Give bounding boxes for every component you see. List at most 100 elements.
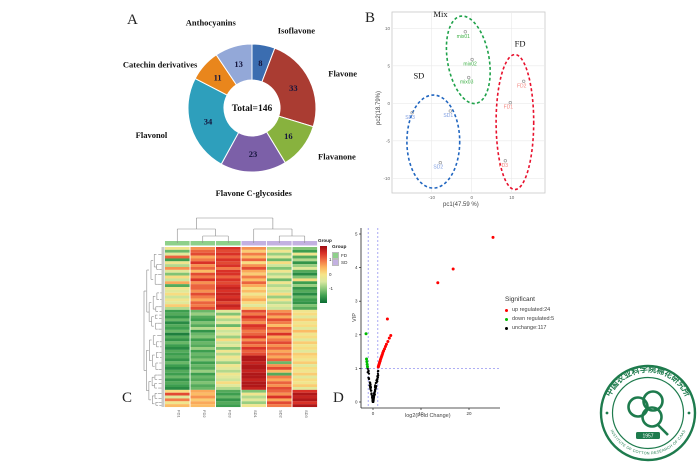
heatmap-cell <box>267 401 292 405</box>
heatmap-cell <box>216 344 241 348</box>
heatmap-cell <box>165 267 190 270</box>
pca-point-label: SD2 <box>433 165 443 171</box>
down-regulated-dot <box>505 317 508 321</box>
heatmap-cell <box>267 267 292 270</box>
volcano-point-down <box>365 360 369 364</box>
heatmap-cell <box>292 364 318 368</box>
pca-point-label: mix02 <box>463 62 477 68</box>
heatmap-cell <box>267 247 292 250</box>
heatmap-cell <box>292 298 318 302</box>
heatmap-cell <box>165 329 190 333</box>
heatmap-cell <box>190 387 216 390</box>
heatmap-cell <box>216 378 241 382</box>
heatmap-cell <box>216 358 241 362</box>
heatmap-cell <box>267 312 292 316</box>
heatmap-cell <box>292 309 318 313</box>
heatmap-cell <box>165 304 190 308</box>
heatmap-cell <box>165 369 190 373</box>
pca-point-label: FD2 <box>517 83 527 89</box>
heatmap-cell <box>267 318 292 322</box>
volcano-point-up <box>376 365 380 369</box>
heatmap-cell <box>267 384 292 388</box>
heatmap-cell <box>292 367 318 370</box>
heatmap-cell <box>267 338 292 342</box>
heatmap-cell <box>292 378 318 382</box>
heatmap-cell <box>267 358 292 362</box>
heatmap-cell <box>241 258 267 262</box>
heatmap-cell <box>267 275 292 279</box>
pca-point <box>522 79 526 83</box>
heatmap-cell <box>190 278 216 282</box>
heatmap-cell <box>190 327 216 330</box>
heatmap-cell <box>267 375 292 379</box>
heatmap-cell <box>267 321 292 325</box>
heatmap-cell <box>267 349 292 353</box>
heatmap-cell <box>292 292 318 296</box>
heatmap-cell <box>216 398 241 402</box>
heatmap-cell <box>190 312 216 316</box>
heatmap-cell <box>216 264 241 268</box>
heatmap-cell <box>190 395 216 399</box>
heatmap-cell <box>241 355 267 359</box>
pca-point-label: mix01 <box>457 34 471 40</box>
volcano-point-unchange <box>369 386 372 390</box>
heatmap-cell <box>292 347 318 350</box>
heatmap-cell <box>241 261 267 265</box>
heatmap-cell <box>292 247 318 250</box>
heatmap-cell <box>292 341 318 345</box>
x-tick-label: 10 <box>418 411 424 416</box>
heatmap-cell <box>241 341 267 345</box>
heatmap-cell <box>216 321 241 325</box>
heatmap-cell <box>292 335 318 339</box>
heatmap-cell <box>216 352 241 356</box>
heatmap-annotation-title: Group <box>318 238 332 243</box>
heatmap-cell <box>267 327 292 330</box>
heatmap-cell <box>165 341 190 345</box>
heatmap-column-label: FD2 <box>202 410 207 418</box>
heatmap-cell <box>292 275 318 279</box>
heatmap-cell <box>216 324 241 328</box>
heatmap-scale-tick-1: 1 <box>329 257 332 262</box>
heatmap-cell <box>216 255 241 259</box>
heatmap-cell <box>165 298 190 302</box>
sd-legend-label: SD <box>341 260 348 265</box>
heatmap-cell <box>292 267 318 270</box>
heatmap-cell <box>241 249 267 253</box>
heatmap-cell <box>216 252 241 256</box>
heatmap-cell <box>216 258 241 262</box>
y-tick-label: -5 <box>386 138 390 143</box>
heatmap-cell <box>267 378 292 382</box>
heatmap-cell <box>190 324 216 328</box>
donut-slice <box>261 47 317 128</box>
heatmap-cell <box>165 384 190 388</box>
heatmap-cell <box>267 281 292 285</box>
donut-value-label: 34 <box>204 116 213 126</box>
up-regulated-dot <box>505 308 508 312</box>
heatmap-cell <box>190 321 216 325</box>
heatmap-cell <box>165 364 190 368</box>
heatmap-cell <box>267 361 292 365</box>
heatmap-cell <box>165 378 190 382</box>
heatmap-cell <box>216 272 241 276</box>
x-tick-label: 0 <box>470 195 473 200</box>
heatmap-cell <box>267 255 292 259</box>
heatmap-cell <box>241 389 267 393</box>
y-tick-label: 1 <box>355 366 358 371</box>
volcano-point-down <box>365 357 369 361</box>
down-regulated-label: down regulated:5 <box>512 316 555 322</box>
heatmap-cell <box>190 287 216 290</box>
heatmap-cell <box>241 372 267 376</box>
group-name-label: Mix <box>433 9 448 19</box>
heatmap-cell <box>241 295 267 299</box>
heatmap-cell <box>267 364 292 368</box>
heatmap-cell <box>241 384 267 388</box>
volcano-point-unchange <box>371 398 374 401</box>
volcano-point-unchange <box>366 371 369 374</box>
heatmap-cell <box>216 369 241 373</box>
heatmap-cell <box>292 289 318 293</box>
heatmap-cell <box>190 315 216 319</box>
pca-point <box>470 57 474 62</box>
heatmap-cell <box>292 332 318 336</box>
